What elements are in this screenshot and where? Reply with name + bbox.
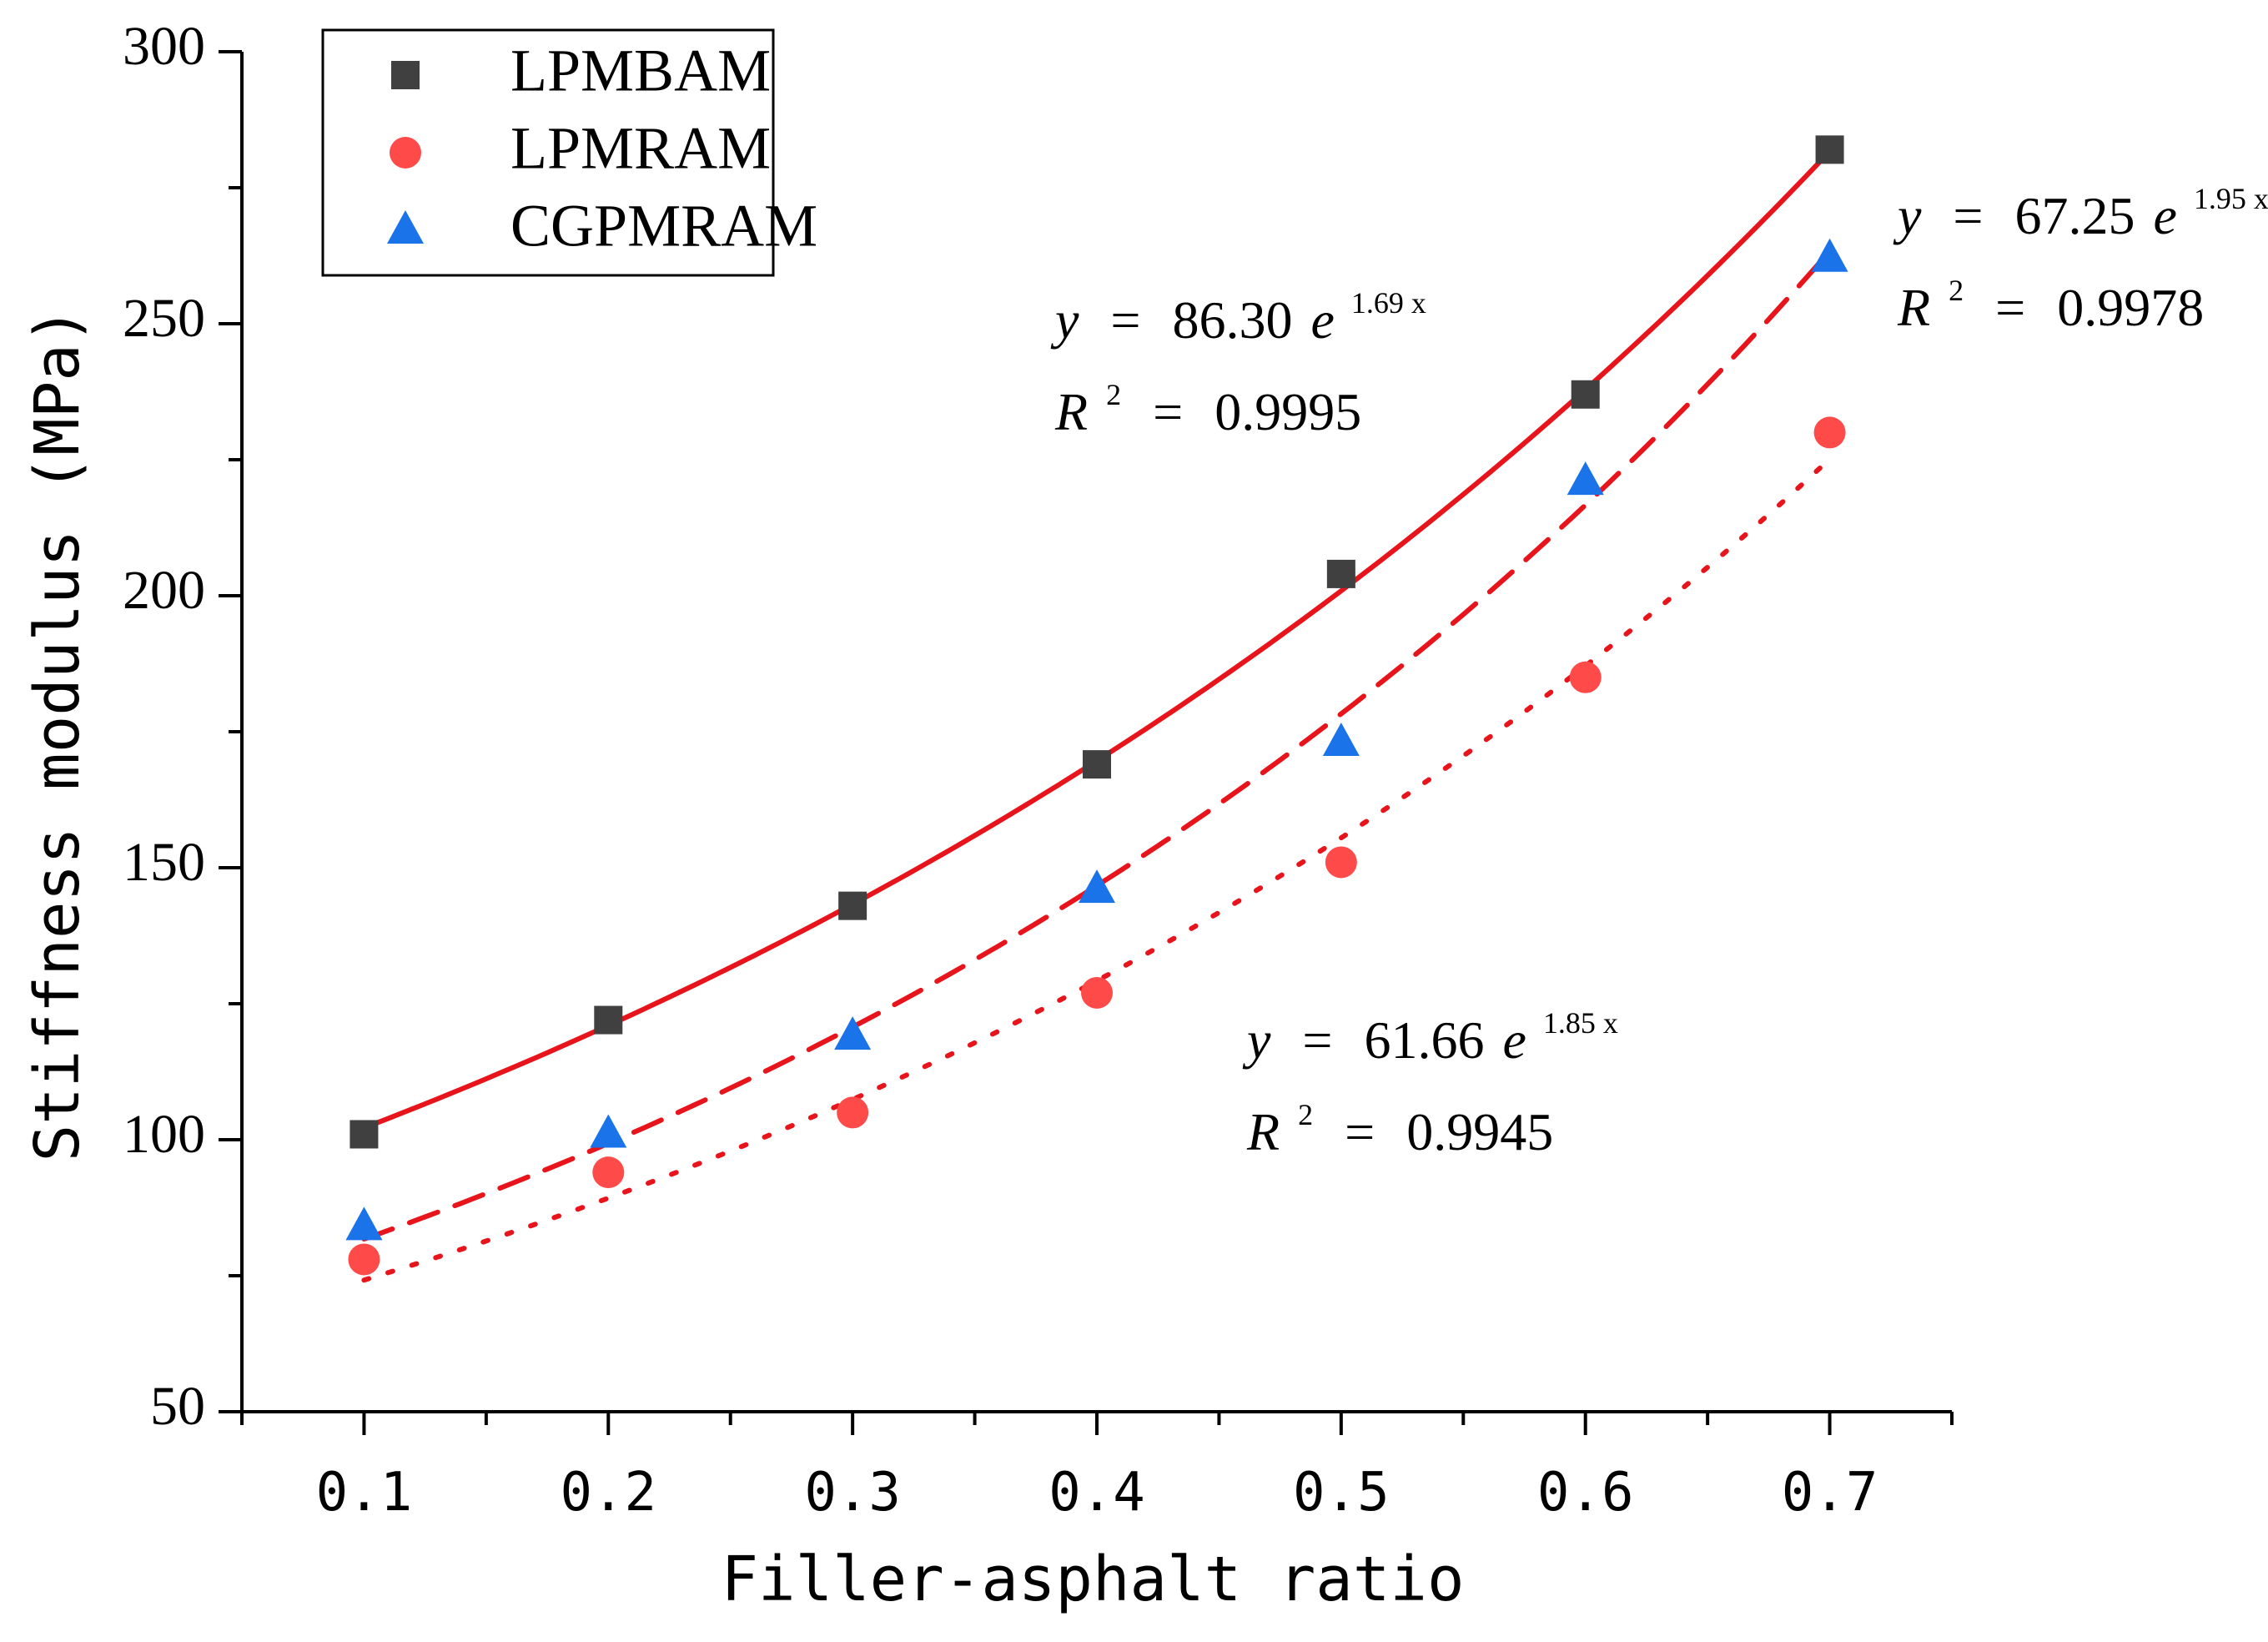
- svg-text:y = 67.25 e: y = 67.25 e 1.95 x: [1893, 182, 2268, 245]
- point-lpmbam: [1571, 380, 1600, 409]
- x-tick-label: 0.5: [1293, 1462, 1390, 1524]
- legend-label-lpmbam: LPMBAM: [510, 38, 771, 104]
- svg-text:R 2 = 0.9945: R 2 = 0.9945: [1246, 1077, 1553, 1161]
- equation-cgpmram: y = 67.25 e 1.95 x R 2 = 0.9978: [1893, 182, 2268, 337]
- legend-label-lpmram: LPMRAM: [510, 115, 771, 182]
- svg-text:R 2 = 0.9995: R 2 = 0.9995: [1054, 357, 1361, 441]
- point-lpmram: [837, 1096, 869, 1129]
- x-tick-label: 0.6: [1537, 1462, 1634, 1524]
- point-lpmbam: [1083, 750, 1111, 779]
- fit-curves: [361, 149, 1833, 1283]
- point-lpmbam: [838, 891, 867, 920]
- legend: LPMBAM LPMRAM CGPMRAM: [321, 28, 817, 277]
- equation-lpmram: y = 61.66 e 1.85 x R 2 = 0.9945: [1242, 1006, 1618, 1161]
- svg-text:R 2 = 0.9978: R 2 = 0.9978: [1897, 253, 2204, 337]
- axes: 50 100 150 200 250 300 0.1 0.2 0.3 0.4 0.5 0.6 0.7: [123, 16, 1954, 1524]
- point-lpmram: [1813, 416, 1846, 449]
- x-tick-label: 0.7: [1782, 1462, 1878, 1524]
- x-tick-label: 0.4: [1049, 1462, 1145, 1524]
- point-lpmram: [1569, 661, 1602, 693]
- point-lpmram: [592, 1156, 625, 1189]
- x-tick-label: 0.3: [804, 1462, 901, 1524]
- x-tick-label: 0.1: [316, 1462, 413, 1524]
- point-cgpmram: [834, 1016, 872, 1050]
- point-lpmbam: [350, 1120, 379, 1149]
- y-axis-title: Stiffness modulus (MPa): [22, 307, 93, 1162]
- legend-marker-lpmbam: [391, 61, 420, 89]
- legend-marker-cgpmram: [387, 210, 424, 244]
- point-lpmram: [1325, 846, 1357, 879]
- legend-marker-lpmram: [390, 137, 421, 169]
- legend-label-cgpmram: CGPMRAM: [510, 193, 817, 259]
- point-lpmbam: [1326, 559, 1355, 588]
- y-tick-label: 250: [123, 288, 205, 349]
- point-cgpmram: [1811, 238, 1848, 272]
- point-lpmbam: [1815, 135, 1844, 164]
- point-cgpmram: [1566, 461, 1604, 496]
- y-tick-label: 150: [123, 832, 205, 893]
- y-tick-label: 100: [123, 1104, 205, 1165]
- y-tick-label: 200: [123, 560, 205, 621]
- point-lpmram: [348, 1243, 380, 1276]
- point-lpmbam: [594, 1005, 623, 1035]
- y-tick-label: 50: [150, 1376, 205, 1437]
- equation-lpmbam: y = 86.30 e 1.69 x R 2 = 0.9995: [1050, 286, 1426, 441]
- svg-text:y = 61.66 e: y = 61.66 e 1.85 x: [1242, 1006, 1618, 1070]
- x-tick-label: 0.2: [560, 1462, 656, 1524]
- y-tick-label: 300: [123, 16, 205, 77]
- svg-text:y = 86.30 e: y = 86.30 e 1.69 x: [1050, 286, 1426, 350]
- point-cgpmram: [1322, 723, 1360, 757]
- x-axis-title: Filler-asphalt ratio: [721, 1544, 1464, 1615]
- point-cgpmram: [345, 1206, 383, 1241]
- data-markers: [345, 135, 1848, 1276]
- point-cgpmram: [590, 1114, 627, 1148]
- point-lpmram: [1081, 976, 1113, 1009]
- point-cgpmram: [1079, 869, 1115, 904]
